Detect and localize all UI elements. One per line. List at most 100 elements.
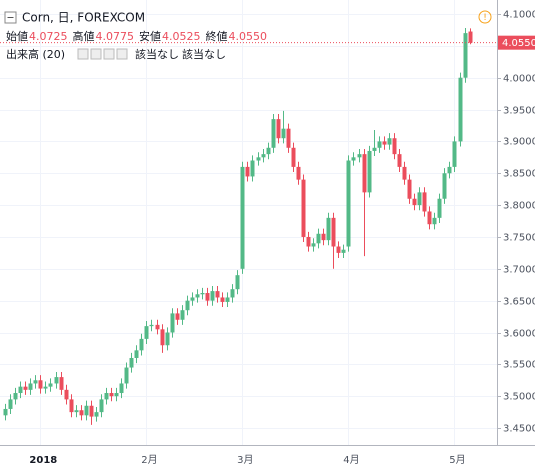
y-tick-label: 3.7000 [503,265,535,276]
candle-body [412,198,417,206]
candle-body [38,380,43,389]
y-tick-label: 3.9000 [503,137,535,148]
candle-body [351,157,356,161]
candle-body [48,383,53,387]
candle-body [230,289,235,298]
candle-body [144,326,149,339]
candle-body [89,405,94,417]
x-tick-label: 2018 [29,455,57,466]
button[interactable] [77,48,89,60]
candle-body [331,217,336,247]
candle-body [84,405,89,416]
candle-body [235,275,240,290]
legend-label: 安値 [139,29,161,43]
y-tick-label: 3.8500 [503,169,535,180]
candle-body [266,147,271,155]
candle-body [225,297,230,302]
candle-body [367,150,372,193]
legend-value: 4.0775 [96,30,135,43]
y-tick-label: 4.0000 [503,74,535,85]
candle-body [468,31,473,43]
candle-body [336,246,341,253]
x-tick-label: 5月 [449,454,465,466]
candle-body [74,410,79,413]
candle-body [220,297,225,302]
candle-body [210,291,215,301]
y-tick-label: 3.9500 [503,106,535,117]
candle-body [109,393,114,397]
candle-body [114,393,119,397]
y-tick-label: 3.6500 [503,297,535,308]
y-tick-label: 3.6000 [503,329,535,340]
candle-body [281,128,286,139]
symbol-title: Corn, 日, FOREXCOM [22,11,145,25]
candle-body [362,154,367,193]
candle-body [276,119,281,139]
candle-body [155,324,160,330]
candle-body [377,141,382,148]
candle-body [94,412,99,417]
candle-body [452,141,457,167]
candle-body [175,313,180,320]
candle-body [387,138,392,145]
candle-body [200,293,205,295]
candle-body [180,310,185,320]
candle-body [301,179,306,237]
x-tick-label: 3月 [237,454,253,466]
legend-value: 4.0525 [162,30,201,43]
candle-body [291,147,296,167]
candle-body [190,297,195,301]
candle-body [43,386,48,389]
candle-body [341,249,346,253]
candle-body [185,300,190,311]
candle-body [240,166,245,269]
grid [0,0,497,445]
candle-body [33,380,38,384]
candle-body [437,198,442,218]
legend-label: 始値 [6,29,28,43]
legend-value: 4.0725 [29,30,68,43]
candle-body [442,173,447,199]
candle-body [215,291,220,298]
candle-body [432,217,437,225]
candle-body [139,338,144,351]
candle-body [271,119,276,148]
candle-body [64,389,69,400]
candle-body [79,410,84,416]
button[interactable] [90,48,102,60]
candle-body [69,399,74,413]
candle-body [129,357,134,368]
candle-body [346,160,351,247]
volume-buttons [77,48,128,60]
candle-body [296,166,301,180]
candle-body [23,386,28,390]
candle-body [28,383,33,390]
volume-value: 該当なし [182,47,226,61]
candle-body [402,166,407,180]
last-price-box [498,35,535,50]
candle-body [99,399,104,413]
candle-body [124,367,129,384]
x-tick-label: 4月 [343,454,359,466]
warning-icon[interactable] [478,10,492,24]
candle-body [119,383,124,394]
candle-body [8,399,13,409]
candle-body [407,179,412,199]
candle-body [306,236,311,247]
y-tick-label: 3.5000 [503,392,535,403]
candle-body [357,154,362,158]
volume-title: 出来高 (20) [6,47,65,61]
candle-body [104,393,109,400]
y-tick-label: 3.5500 [503,360,535,371]
button[interactable] [103,48,115,60]
candle-body [13,393,18,400]
candle-body [417,192,422,206]
y-tick-label: 3.8000 [503,201,535,212]
candle-body [170,313,175,333]
candle-body [134,350,139,358]
button[interactable] [116,48,128,60]
candle-body [165,332,170,346]
candle-body [326,217,331,241]
candle-body [382,141,387,145]
